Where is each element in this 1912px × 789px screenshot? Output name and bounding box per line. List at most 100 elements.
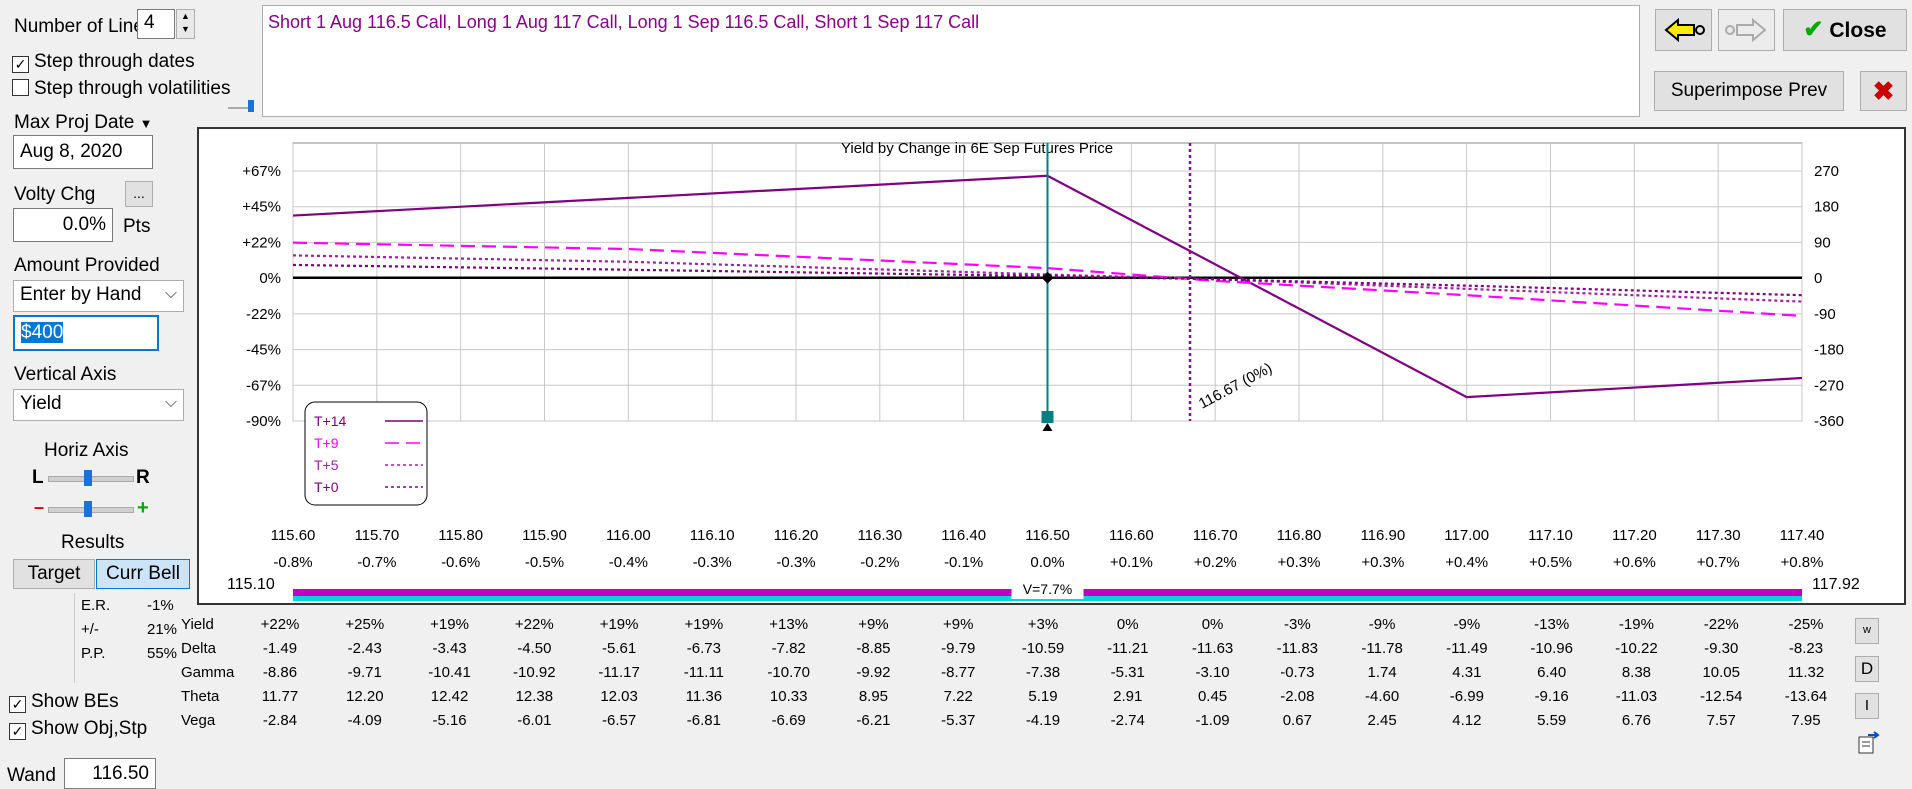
chart-legend: T+14 T+9 T+5 T+0 [304, 401, 428, 506]
strategy-description[interactable]: Short 1 Aug 116.5 Call, Long 1 Aug 117 C… [262, 5, 1640, 117]
left-arrow-icon [1664, 17, 1705, 43]
legend-label: T+0 [314, 479, 339, 495]
greek-cell: 0% [1117, 616, 1139, 633]
greek-cell: -1.09 [1195, 712, 1229, 729]
greek-cell: 10.05 [1702, 664, 1740, 681]
greek-row-label: Theta [181, 688, 220, 705]
export-icon[interactable] [1856, 731, 1880, 755]
y-left-tick: -45% [246, 342, 281, 359]
pp-label: P.P. [81, 645, 106, 662]
x-tick-label: 116.80 [1277, 527, 1322, 544]
x-pct-label: +0.7% [1697, 554, 1740, 571]
next-arrow-button[interactable] [1718, 9, 1775, 51]
greek-cell: 7.22 [944, 688, 973, 705]
x-tick-label: 116.10 [690, 527, 735, 544]
prev-arrow-button[interactable] [1655, 9, 1712, 51]
left-label: L [32, 467, 44, 488]
vertical-axis-select[interactable]: Yield ⌵ [13, 389, 184, 421]
x-tick-label: 115.60 [271, 527, 316, 544]
pp-value: 55% [147, 645, 178, 662]
greek-cell: -6.69 [772, 712, 806, 729]
step-vols-checkbox[interactable] [12, 79, 29, 96]
spin-up-icon[interactable]: ▲ [181, 11, 190, 21]
greek-row-label: Yield [181, 616, 214, 633]
amount-mode-select[interactable]: Enter by Hand ⌵ [13, 280, 184, 312]
x-icon: ✖ [1872, 76, 1895, 106]
y-right-ticks: 270 180 90 0 -90 -180 -270 -360 [1814, 163, 1844, 430]
greek-cell: -3.43 [432, 640, 466, 657]
show-obj-option[interactable]: ✓ Show Obj,Stp [9, 718, 147, 740]
yield-chart[interactable]: Yield by Change in 6E Sep Futures Price … [197, 127, 1906, 605]
superimpose-prev-button[interactable]: Superimpose Prev [1654, 71, 1844, 111]
x-pct-label: -0.3% [776, 554, 815, 571]
amount-provided-label: Amount Provided [14, 255, 160, 276]
greek-cell: 5.19 [1028, 688, 1057, 705]
greek-cell: -10.70 [767, 664, 810, 681]
greek-cell: +25% [345, 616, 384, 633]
step-dates-checkbox[interactable]: ✓ [12, 56, 29, 73]
target-button[interactable]: Target [13, 559, 95, 589]
show-bes-option[interactable]: ✓ Show BEs [9, 691, 119, 713]
greek-cell: -10.41 [428, 664, 471, 681]
side-button-d[interactable]: D [1855, 656, 1879, 682]
spin-down-icon[interactable]: ▼ [181, 24, 190, 34]
step-dates-label: Step through dates [34, 51, 195, 72]
dropdown-arrow-icon[interactable]: ▼ [139, 116, 153, 131]
greek-cell: -6.81 [687, 712, 721, 729]
wand-marker [1041, 411, 1054, 423]
side-button-w[interactable]: w [1855, 618, 1879, 644]
y-left-ticks: +67% +45% +22% 0% -22% -45% -67% -90% [242, 163, 281, 430]
greek-cell: 12.38 [516, 688, 554, 705]
legend-label: T+9 [314, 435, 339, 451]
greek-cell: -9% [1454, 616, 1481, 633]
zoom-slider[interactable] [48, 501, 134, 517]
volatility-label: V=7.7% [1023, 581, 1072, 597]
volty-more-button[interactable]: ... [125, 181, 153, 207]
x-tick-label: 116.30 [857, 527, 902, 544]
wand-input[interactable]: 116.50 [64, 758, 156, 789]
greek-cell: -3.10 [1195, 664, 1229, 681]
num-lines-input[interactable]: 4 [137, 9, 175, 39]
max-proj-label[interactable]: Max Proj Date ▼ [14, 112, 153, 133]
x-pct-label: -0.8% [273, 554, 312, 571]
show-obj-checkbox[interactable]: ✓ [9, 723, 26, 740]
greek-row-label: Gamma [181, 664, 235, 681]
max-proj-date-input[interactable]: Aug 8, 2020 [13, 135, 153, 169]
greek-cell: +22% [515, 616, 554, 633]
delete-button[interactable]: ✖ [1860, 71, 1907, 111]
close-button[interactable]: ✔ Close [1783, 9, 1907, 51]
greek-cell: -5.61 [602, 640, 636, 657]
horiz-axis-slider[interactable] [48, 470, 134, 486]
greek-cell: -11.03 [1616, 688, 1657, 705]
y-left-tick: -22% [246, 306, 281, 323]
vol-label-bg [1011, 579, 1084, 599]
amount-input[interactable]: $400 [13, 315, 159, 351]
greek-cell: -11.49 [1446, 640, 1487, 657]
greeks-table: Yield +22% +25% +19% +22% +19% +19% +13% +9% +9% +… [181, 616, 1827, 729]
pm-value: 21% [147, 621, 178, 638]
wand-label: Wand [7, 765, 56, 786]
show-bes-checkbox[interactable]: ✓ [9, 696, 26, 713]
y-left-tick: +22% [242, 234, 281, 251]
greek-cell: -10.96 [1530, 640, 1573, 657]
num-lines-spinner[interactable]: ▲ ▼ [176, 9, 195, 39]
greek-cell: -11.11 [684, 664, 724, 681]
tiny-slider[interactable] [228, 100, 254, 112]
greek-cell: 2.91 [1113, 688, 1142, 705]
x-ticks: 115.60 115.70 115.80 115.90 116.00 116.10 116.… [271, 527, 1825, 544]
step-vols-option[interactable]: Step through volatilities [12, 78, 230, 100]
greek-cell: -4.50 [517, 640, 551, 657]
greek-cell: 0% [1202, 616, 1224, 633]
greek-cell: 7.57 [1707, 712, 1736, 729]
volty-chg-input[interactable]: 0.0% [13, 208, 113, 242]
greek-cell: 11.77 [262, 688, 298, 705]
side-button-i[interactable]: I [1855, 693, 1879, 719]
x-pct-label: -0.2% [860, 554, 899, 571]
curr-bell-button[interactable]: Curr Bell [96, 559, 190, 589]
greek-cell: -5.31 [1111, 664, 1145, 681]
x-pct-ticks: -0.8% -0.7% -0.6% -0.5% -0.4% -0.3% -0.3% -0.2%… [273, 554, 1823, 571]
step-dates-option[interactable]: ✓ Step through dates [12, 51, 195, 73]
volty-chg-label: Volty Chg [14, 184, 96, 205]
greek-cell: -9.30 [1704, 640, 1738, 657]
plus-label: + [137, 497, 149, 519]
